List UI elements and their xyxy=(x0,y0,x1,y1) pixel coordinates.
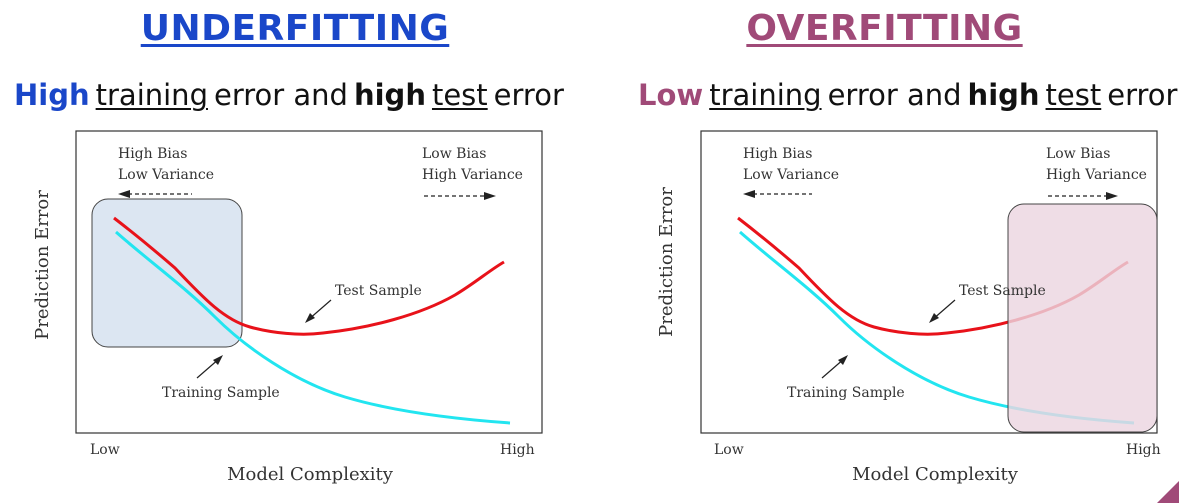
underfitting-panel: UNDERFITTING High training error and high te… xyxy=(14,8,564,485)
test-curve xyxy=(113,216,505,336)
note-low-variance: Low Variance xyxy=(118,167,214,183)
corner-decoration xyxy=(1157,481,1179,503)
subtitle-word-training: training xyxy=(709,78,822,112)
x-axis-label: Model Complexity xyxy=(227,464,394,485)
x-high-label: High xyxy=(1126,442,1161,458)
overfitting-subheading: Low training error and high test error xyxy=(638,78,1179,112)
y-axis-label: Prediction Error xyxy=(32,190,53,340)
training-curve xyxy=(115,230,511,425)
dashed-arrow-left-icon xyxy=(743,190,812,198)
subtitle-word-test: test xyxy=(431,78,488,112)
subtitle-word-high-test: high xyxy=(967,78,1040,112)
pointer-arrow-icon xyxy=(196,355,223,379)
subtitle-word-training: training xyxy=(95,78,208,112)
dashed-arrow-left-icon xyxy=(118,190,192,198)
subtitle-word-error-and: error and xyxy=(213,78,348,112)
note-high-variance: High Variance xyxy=(422,167,523,183)
note-low-variance: Low Variance xyxy=(743,167,839,183)
note-high-bias: High Bias xyxy=(118,146,187,162)
subtitle-word-high-test: high xyxy=(353,78,426,112)
y-axis-label: Prediction Error xyxy=(656,187,677,337)
test-sample-label: Test Sample xyxy=(959,283,1046,299)
pointer-arrow-icon xyxy=(821,355,848,379)
training-sample-label: Training Sample xyxy=(787,385,905,401)
subtitle-word-error-and: error and xyxy=(827,78,962,112)
overfitting-diagram: High Bias Low Variance Low Bias High Var… xyxy=(656,130,1161,485)
test-sample-label: Test Sample xyxy=(335,283,422,299)
pointer-arrow-icon xyxy=(305,299,332,323)
subtitle-word-error: error xyxy=(1107,78,1178,112)
underfitting-subheading: High training error and high test error xyxy=(14,78,594,112)
subtitle-word-error: error xyxy=(493,78,564,112)
note-high-variance: High Variance xyxy=(1046,167,1147,183)
note-high-bias: High Bias xyxy=(743,146,812,162)
subtitle-word-test: test xyxy=(1045,78,1102,112)
x-high-label: High xyxy=(500,442,535,458)
subtitle-word-low: Low xyxy=(638,78,704,112)
pointer-arrow-icon xyxy=(929,299,956,323)
x-low-label: Low xyxy=(90,442,120,458)
x-axis-label: Model Complexity xyxy=(852,464,1019,485)
note-low-bias: Low Bias xyxy=(422,146,486,162)
dashed-arrow-right-icon xyxy=(1048,192,1118,200)
overfitting-highlight-box xyxy=(1007,203,1158,433)
underfitting-heading: UNDERFITTING xyxy=(140,8,450,49)
overfitting-heading: OVERFITTING xyxy=(746,8,1023,49)
note-low-bias: Low Bias xyxy=(1046,146,1110,162)
underfitting-diagram: High Bias Low Variance Low Bias High Var… xyxy=(32,130,543,485)
training-sample-label: Training Sample xyxy=(162,385,280,401)
dashed-arrow-right-icon xyxy=(424,192,496,200)
overfitting-panel: OVERFITTING Low training error and high test… xyxy=(590,0,1179,503)
x-low-label: Low xyxy=(714,442,744,458)
subtitle-word-high: High xyxy=(14,78,90,112)
